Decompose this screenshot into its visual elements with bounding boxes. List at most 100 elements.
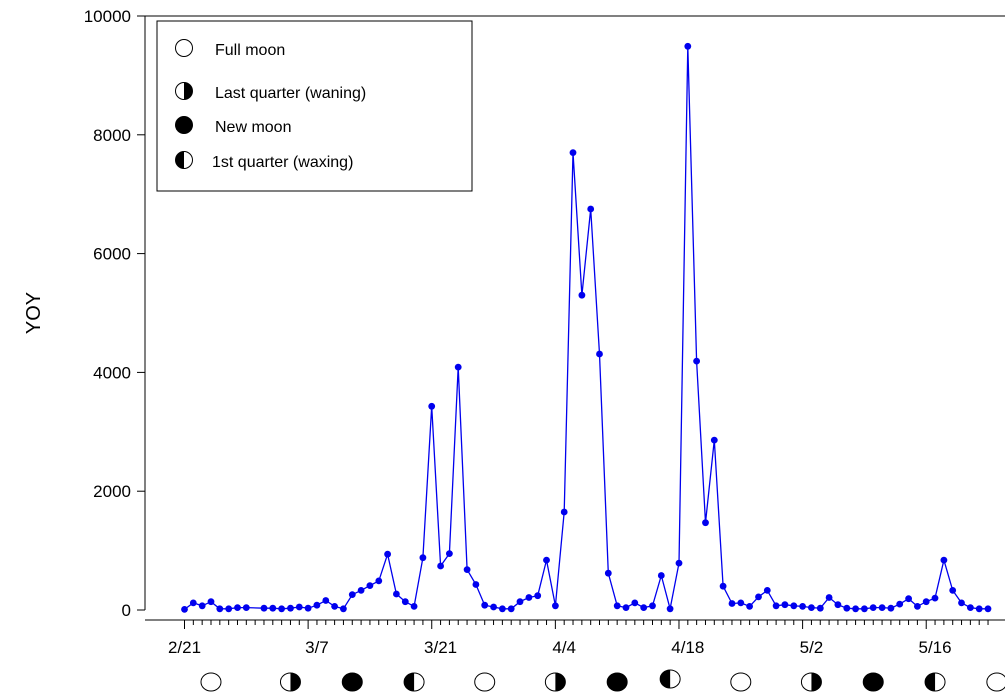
data-point <box>454 363 462 371</box>
moon-phase-marker <box>606 672 628 692</box>
data-point <box>693 357 700 365</box>
y-tick-label: 8000 <box>93 126 131 145</box>
data-point <box>861 605 868 613</box>
data-point <box>958 599 965 607</box>
legend-box <box>156 20 473 192</box>
x-tick-label: 4/4 <box>552 638 576 657</box>
data-point <box>490 603 497 611</box>
data-point <box>922 598 930 606</box>
data-point <box>640 604 648 611</box>
moon-phase-marker <box>800 672 822 692</box>
data-point <box>914 603 921 610</box>
data-point <box>869 604 877 611</box>
moon-phase-marker <box>862 672 884 692</box>
data-point <box>472 581 480 588</box>
data-point <box>348 591 356 598</box>
moon-phase-marker <box>474 672 496 692</box>
data-point <box>366 582 374 589</box>
data-point <box>984 605 992 613</box>
moon-phase-marker <box>279 672 301 692</box>
data-point <box>525 594 533 601</box>
y-tick-label: 10000 <box>84 7 131 26</box>
data-point <box>940 556 948 564</box>
data-point <box>967 604 974 611</box>
data-point <box>428 402 436 410</box>
data-point <box>675 559 683 567</box>
new-moon-icon <box>341 672 363 692</box>
data-point <box>746 603 753 610</box>
data-point <box>755 593 762 601</box>
data-point <box>569 149 577 157</box>
data-point <box>825 594 833 601</box>
legend-label: 1st quarter (waxing) <box>212 154 353 171</box>
data-point <box>737 599 745 607</box>
data-point <box>260 604 268 612</box>
data-point <box>887 604 895 612</box>
y-tick-label: 0 <box>122 601 131 620</box>
data-point <box>543 556 550 564</box>
data-point <box>808 604 815 611</box>
axes: 0 2000 4000 6000 8000 10000 YOY 2/21 3/7 3/21 4/4 4… <box>23 7 1005 657</box>
data-point <box>666 605 674 613</box>
data-point <box>322 597 330 604</box>
data-point <box>975 605 983 613</box>
legend-marker <box>175 82 193 100</box>
data-point <box>552 602 559 610</box>
moon-shadow <box>184 82 193 100</box>
data-point <box>340 605 347 613</box>
data-point <box>719 582 727 590</box>
data-point <box>189 599 197 607</box>
data-point <box>507 605 515 613</box>
data-point <box>384 550 391 558</box>
full-moon-icon <box>175 39 193 57</box>
legend-label: Last quarter (waning) <box>215 85 366 102</box>
moon-phase-marker <box>403 672 425 692</box>
data-point <box>702 519 709 527</box>
data-point <box>481 601 489 609</box>
y-tick-label: 2000 <box>93 482 131 501</box>
moon-phase-marker <box>659 669 681 689</box>
data-point <box>852 605 859 613</box>
data-point <box>657 572 665 579</box>
y-tick-label: 6000 <box>93 245 131 264</box>
data-point <box>216 605 224 613</box>
legend-label: Full moon <box>215 42 285 59</box>
legend-marker <box>175 39 193 57</box>
data-series <box>181 42 992 613</box>
data-point <box>198 602 206 610</box>
data-point <box>772 602 780 610</box>
data-point <box>622 604 630 611</box>
moon-shadow <box>660 670 671 688</box>
data-point <box>410 603 418 610</box>
legend: Full moon Last quarter (waning) New moon 1s… <box>156 20 473 192</box>
x-tick-label: 3/21 <box>424 638 457 657</box>
moon-shadow <box>175 151 184 169</box>
new-moon-icon <box>606 672 628 692</box>
data-point <box>207 598 215 606</box>
full-moon-icon <box>730 672 752 692</box>
legend-label: New moon <box>215 119 291 136</box>
data-point <box>375 577 383 585</box>
x-tick-label: 3/7 <box>305 638 329 657</box>
data-point <box>790 602 798 610</box>
moon-phase-marker <box>544 672 566 692</box>
data-point <box>499 605 506 613</box>
data-point <box>878 604 886 611</box>
moon-phase-marker <box>200 672 222 692</box>
data-point <box>649 602 656 610</box>
data-point <box>313 601 321 609</box>
moon-shadow <box>404 673 415 691</box>
data-point <box>587 205 595 213</box>
data-point <box>181 606 188 613</box>
full-moon-icon <box>200 672 222 692</box>
x-tick-label: 4/18 <box>671 638 704 657</box>
data-point <box>304 604 312 612</box>
data-point <box>278 605 285 613</box>
data-point <box>799 603 806 610</box>
data-point <box>710 436 718 444</box>
data-point <box>401 598 409 606</box>
data-point <box>357 587 365 594</box>
full-moon-icon <box>474 672 496 692</box>
moon-phase-row <box>200 669 1005 692</box>
